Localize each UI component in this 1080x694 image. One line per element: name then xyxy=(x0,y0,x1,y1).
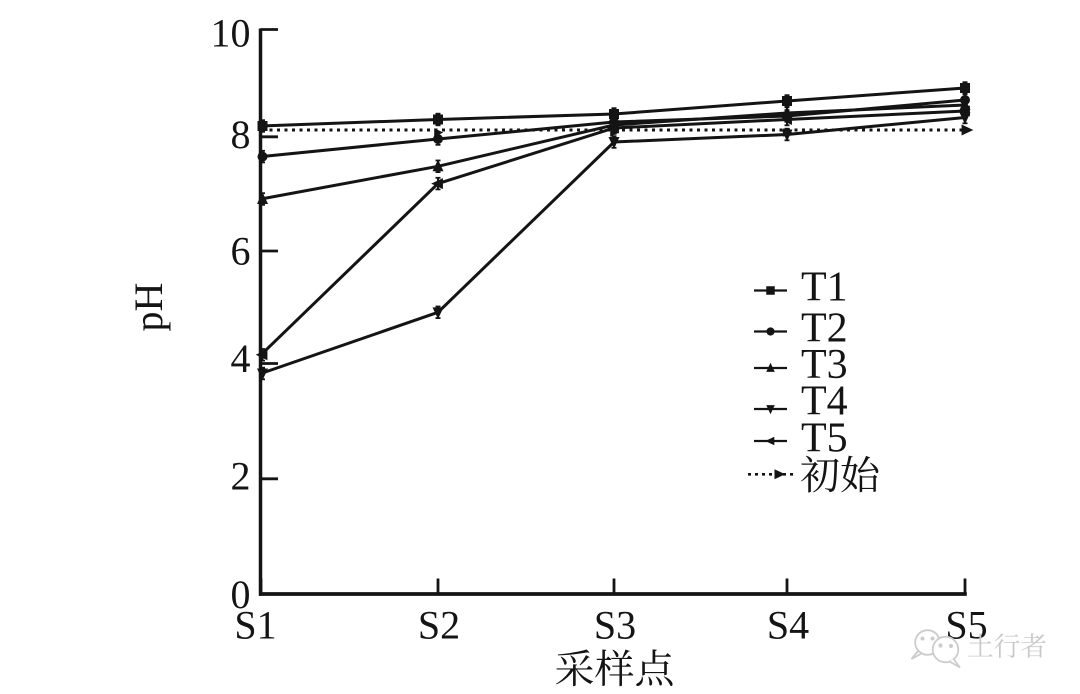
svg-text:T5: T5 xyxy=(801,416,848,462)
svg-text:T2: T2 xyxy=(801,306,848,352)
svg-text:T4: T4 xyxy=(801,379,848,425)
svg-text:10: 10 xyxy=(211,11,251,56)
svg-text:pH: pH xyxy=(126,283,171,332)
svg-text:4: 4 xyxy=(231,336,251,381)
svg-text:S4: S4 xyxy=(767,603,809,648)
svg-text:0: 0 xyxy=(231,572,251,617)
svg-text:8: 8 xyxy=(231,112,251,157)
svg-text:T1: T1 xyxy=(801,265,848,311)
svg-text:S3: S3 xyxy=(594,603,636,648)
svg-text:T3: T3 xyxy=(801,342,848,388)
svg-text:S1: S1 xyxy=(234,603,276,648)
svg-text:S2: S2 xyxy=(418,603,460,648)
svg-text:2: 2 xyxy=(231,454,251,499)
svg-text:6: 6 xyxy=(231,229,251,274)
